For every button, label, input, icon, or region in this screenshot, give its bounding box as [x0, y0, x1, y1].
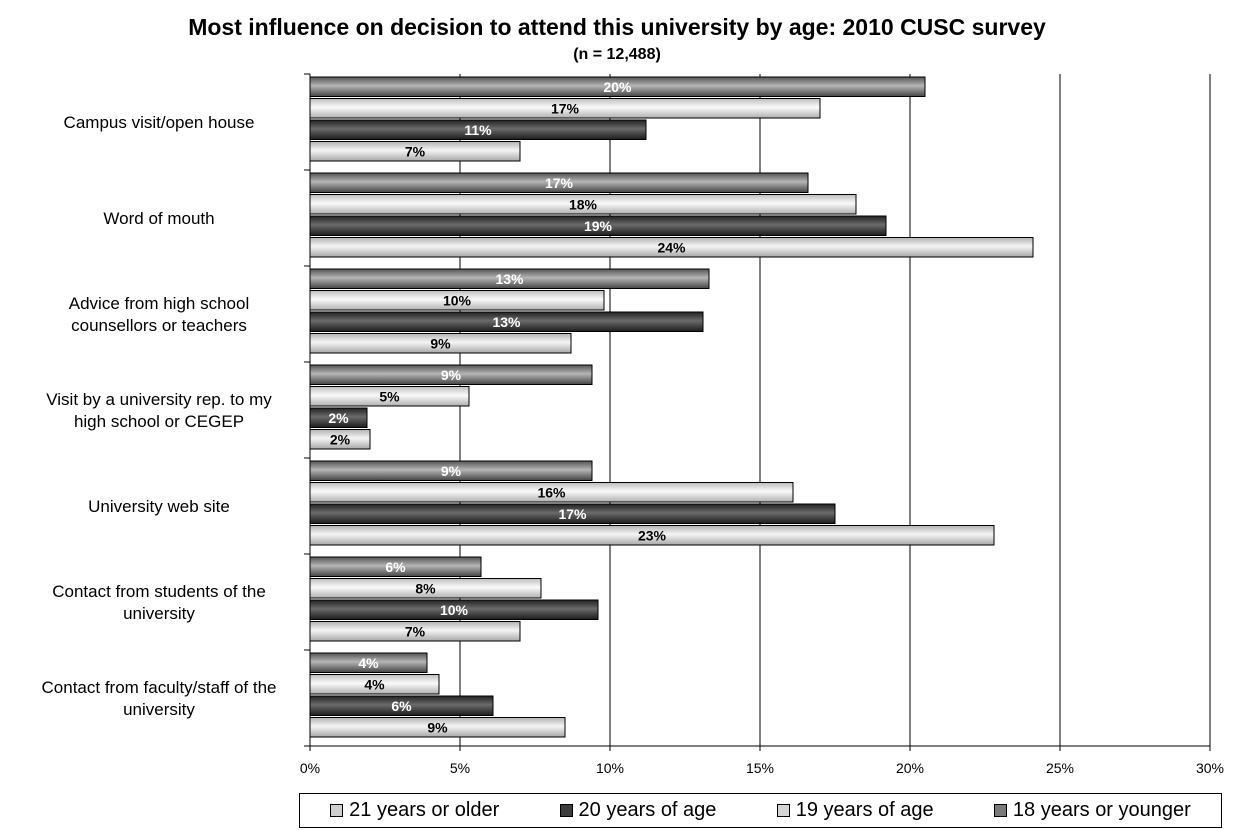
category-label: university	[123, 604, 195, 623]
legend-swatch	[776, 804, 790, 817]
category-label: Visit by a university rep. to my	[46, 390, 272, 409]
data-label: 11%	[464, 122, 492, 138]
category-label: University web site	[88, 497, 230, 516]
data-label: 6%	[385, 559, 406, 575]
legend-label: 21 years or older	[349, 799, 500, 821]
x-tick-label: 30%	[1196, 760, 1224, 776]
category-label: counsellors or teachers	[71, 316, 247, 335]
data-label: 17%	[558, 506, 587, 522]
data-label: 9%	[430, 335, 451, 351]
value-labels: 20% 17% 11% 7% 17% 18% 19% 24% 13% 10% 13% 9% 9% 5% 2%…	[328, 79, 686, 736]
category-label: high school or CEGEP	[74, 412, 244, 431]
data-label: 9%	[441, 463, 462, 479]
data-label: 7%	[405, 623, 426, 639]
data-label: 20%	[603, 79, 632, 95]
data-label: 10%	[440, 602, 469, 618]
category-labels: Campus visit/open house Word of mouth Advi…	[42, 113, 277, 719]
x-tick-label: 20%	[896, 760, 924, 776]
x-tick-label: 5%	[450, 760, 470, 776]
data-label: 16%	[537, 484, 566, 500]
legend-item: 19 years of age	[776, 799, 934, 822]
legend-swatch	[559, 804, 573, 817]
data-label: 2%	[328, 410, 349, 426]
category-label: Contact from students of the	[52, 582, 266, 601]
data-label: 4%	[358, 655, 379, 671]
data-label: 4%	[364, 676, 385, 692]
data-label: 17%	[545, 175, 574, 191]
legend-swatch	[330, 804, 344, 817]
chart-subtitle: (n = 12,488)	[573, 46, 661, 63]
legend-label: 20 years of age	[578, 799, 717, 821]
bars	[309, 76, 1034, 738]
data-label: 19%	[584, 218, 613, 234]
x-tick-label: 10%	[596, 760, 624, 776]
data-label: 17%	[551, 100, 580, 116]
bar-chart: 20% 17% 11% 7% 17% 18% 19% 24% 13% 10% 13% 9% 9% 5% 2%…	[42, 73, 1224, 776]
x-tick-label: 25%	[1046, 760, 1074, 776]
x-tick-label: 0%	[300, 760, 320, 776]
chart-title: Most influence on decision to attend thi…	[188, 14, 1046, 40]
category-label: Advice from high school	[69, 294, 249, 313]
category-label: Word of mouth	[103, 209, 214, 228]
data-label: 8%	[415, 580, 436, 596]
legend-item: 20 years of age	[559, 799, 717, 822]
data-label: 13%	[495, 271, 524, 287]
data-label: 7%	[405, 143, 426, 159]
category-label: university	[123, 700, 195, 719]
data-label: 10%	[443, 292, 472, 308]
category-label: Campus visit/open house	[64, 113, 255, 132]
data-label: 23%	[638, 527, 667, 543]
axes	[309, 74, 1210, 747]
legend-label: 18 years or younger	[1012, 799, 1191, 821]
data-label: 18%	[569, 196, 598, 212]
data-label: 2%	[330, 431, 351, 447]
data-label: 5%	[379, 388, 400, 404]
legend-label: 19 years of age	[795, 799, 934, 821]
legend-item: 18 years or younger	[993, 799, 1191, 822]
data-label: 6%	[391, 698, 412, 714]
data-label: 13%	[492, 314, 521, 330]
data-label: 9%	[427, 719, 448, 735]
x-tick-label: 15%	[746, 760, 774, 776]
data-label: 9%	[441, 367, 462, 383]
data-label: 24%	[657, 239, 686, 255]
legend: 21 years or older 20 years of age 19 years…	[299, 793, 1222, 828]
category-label: Contact from faculty/staff of the	[42, 678, 277, 697]
legend-item: 21 years or older	[330, 799, 499, 822]
x-axis-tick-labels: 0% 5% 10% 15% 20% 25% 30%	[300, 760, 1224, 776]
legend-swatch	[993, 804, 1007, 817]
